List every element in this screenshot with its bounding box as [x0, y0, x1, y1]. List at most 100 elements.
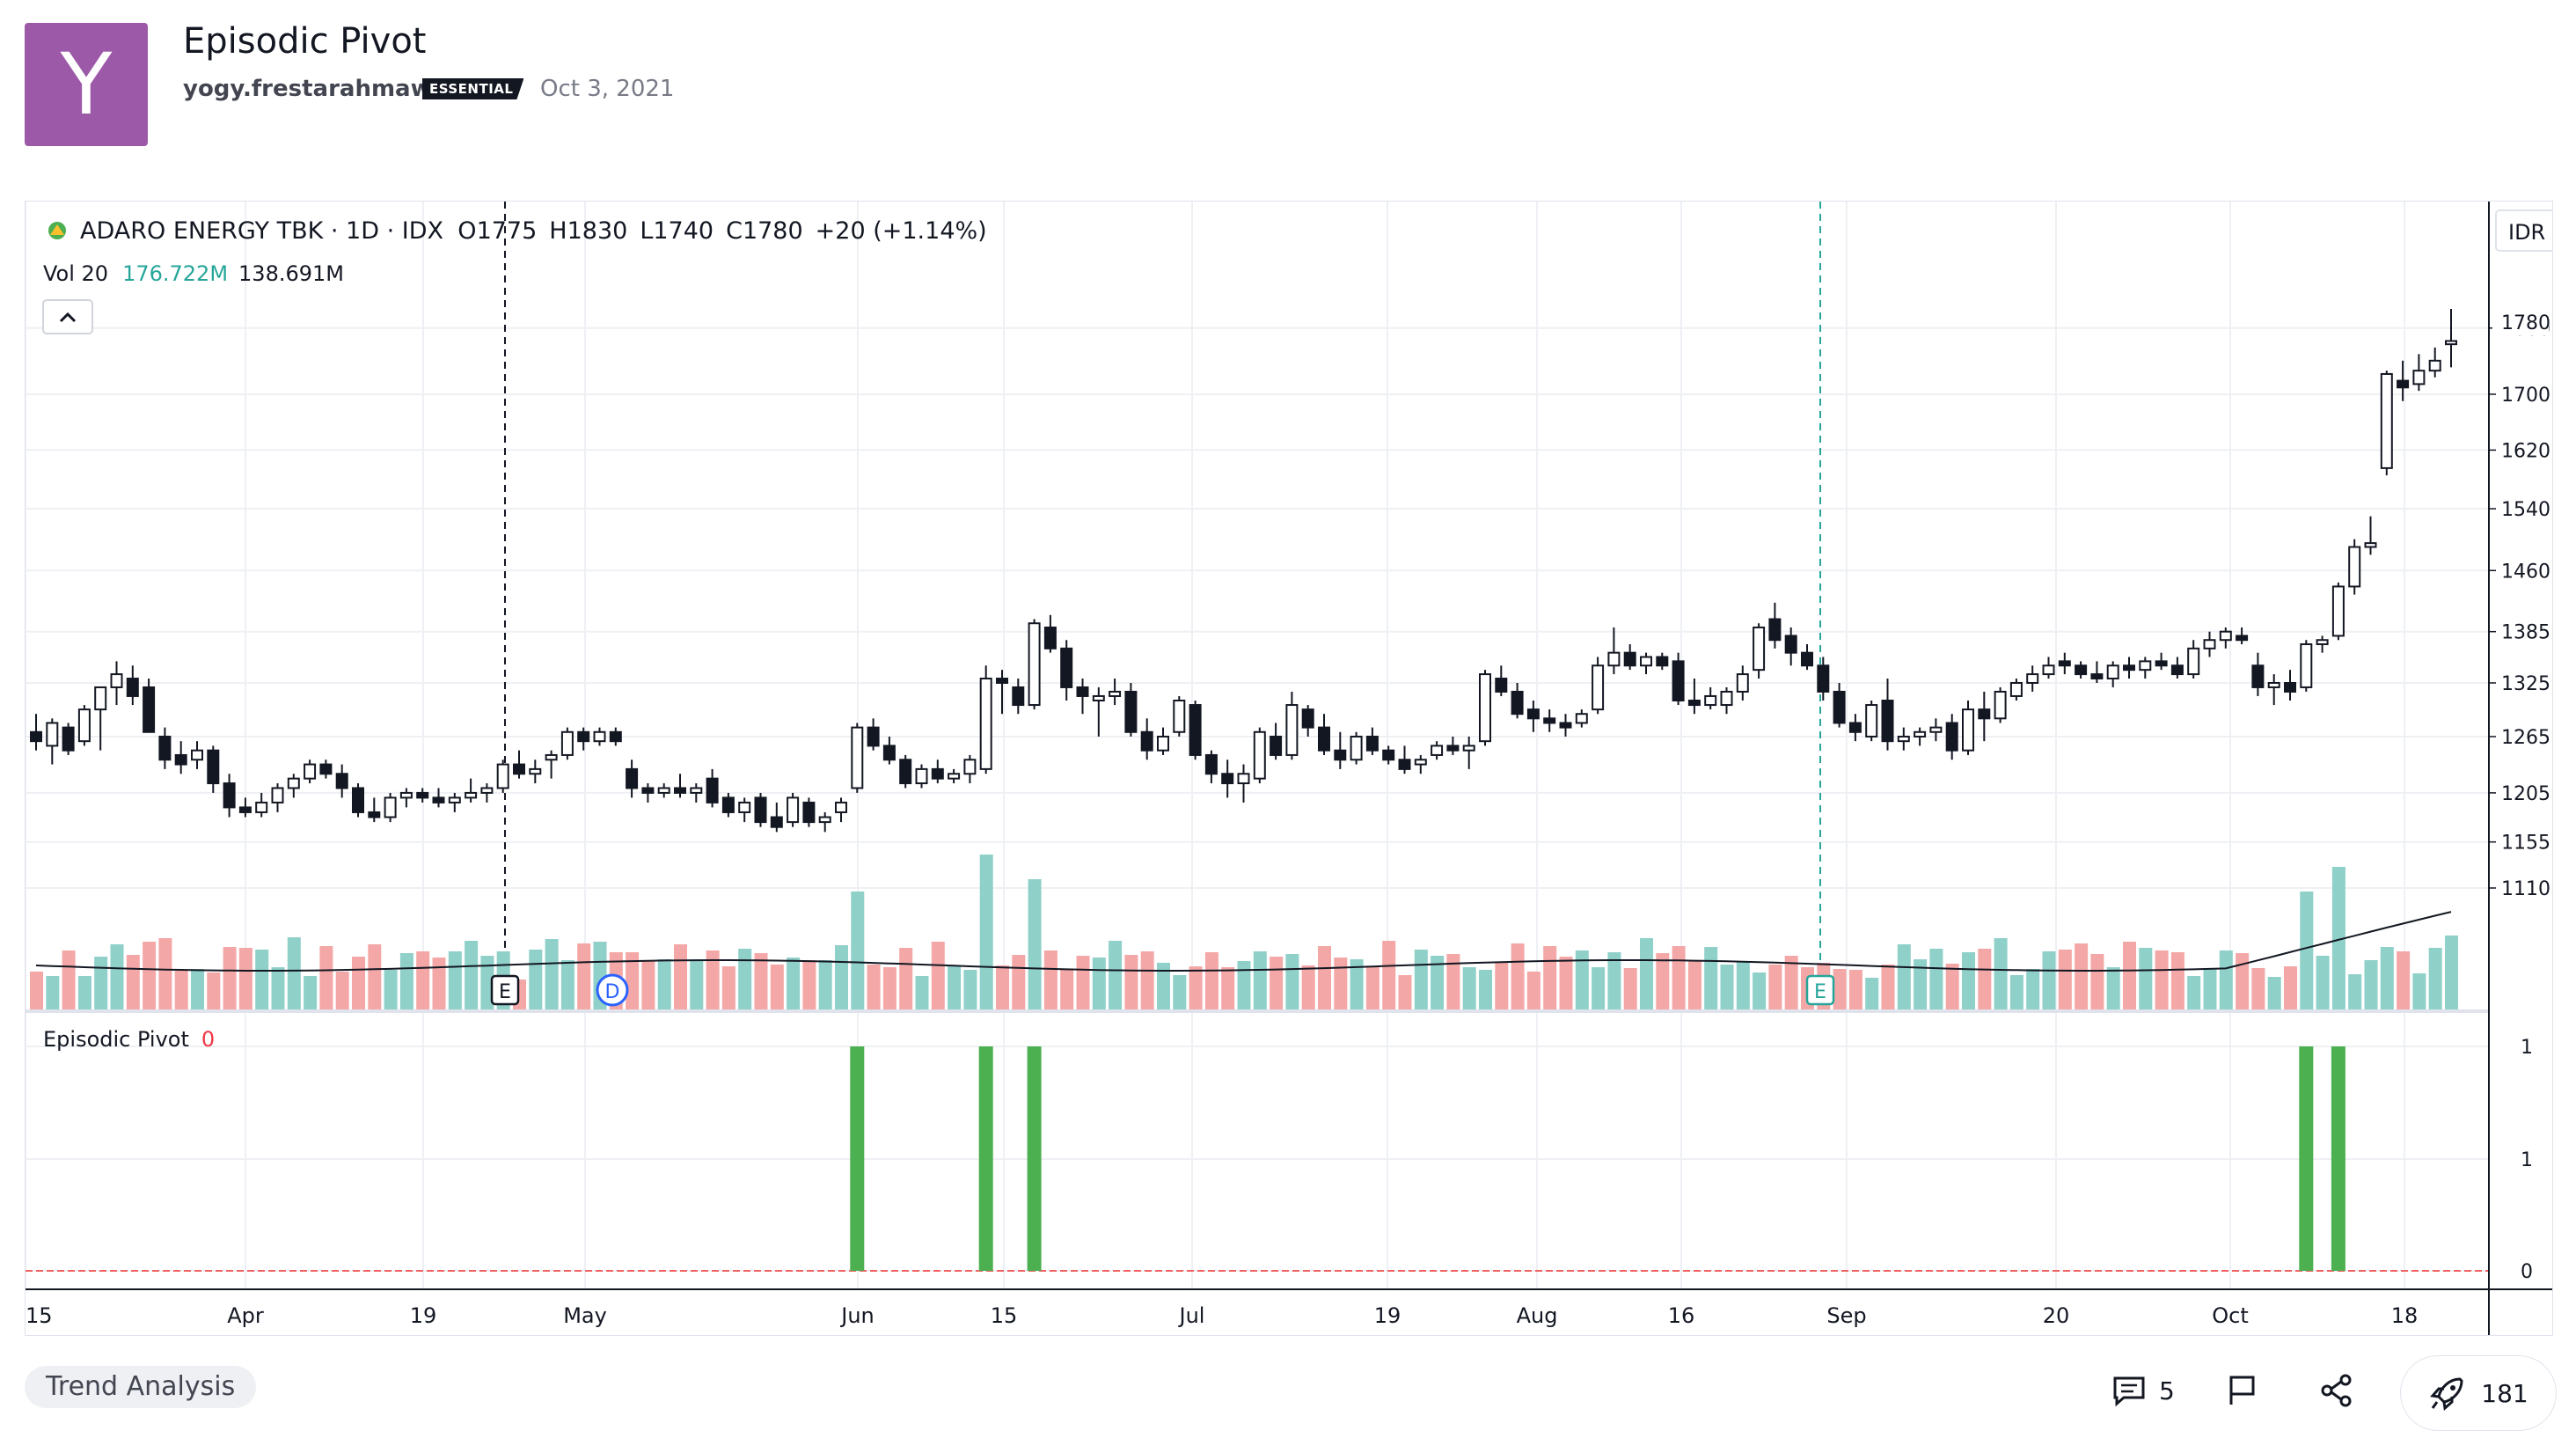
- volume-bar: [657, 959, 671, 1009]
- volume-bar: [867, 965, 881, 1009]
- candle: [1720, 686, 1733, 715]
- candle-body: [577, 730, 590, 743]
- volume-bar: [255, 950, 269, 1009]
- price-chart[interactable]: EDE 180017001620154014601385132512651205…: [25, 202, 2572, 1335]
- volume-value: 138.691M: [238, 261, 344, 286]
- chart-widget[interactable]: EDE 180017001620154014601385132512651205…: [25, 201, 2572, 1336]
- tag-trend-analysis[interactable]: Trend Analysis: [25, 1366, 257, 1408]
- candle: [1253, 727, 1266, 784]
- comments-button[interactable]: 5: [2111, 1373, 2175, 1408]
- comment-icon: [2113, 1376, 2145, 1407]
- x-tick-10: Sep: [1826, 1303, 1866, 1328]
- candle: [1301, 705, 1314, 737]
- candle-body: [2364, 542, 2377, 548]
- earnings-marker-1[interactable]: E: [490, 974, 520, 1006]
- volume-bar: [1607, 952, 1621, 1009]
- candle: [62, 723, 75, 755]
- x-tick-9: 16: [1668, 1303, 1695, 1328]
- high-value: 1830: [567, 217, 628, 245]
- currency-label: IDR: [2508, 220, 2545, 245]
- volume-bar: [207, 972, 221, 1009]
- volume-bar: [721, 966, 735, 1009]
- candle: [867, 718, 880, 751]
- candle-body: [754, 796, 767, 824]
- volume-bar: [126, 955, 140, 1009]
- candle-body: [2187, 647, 2200, 676]
- candle-body: [818, 816, 831, 824]
- candle-body: [1623, 651, 1636, 667]
- volume-bar: [835, 945, 848, 1009]
- candle: [1060, 640, 1073, 701]
- candle: [2042, 657, 2055, 679]
- x-tick-4: Jun: [839, 1303, 875, 1328]
- volume-bar: [1559, 957, 1573, 1009]
- candle: [2445, 309, 2457, 368]
- pivot-signal-bar: [2331, 1046, 2345, 1271]
- volume-bar: [2412, 973, 2426, 1009]
- candle: [1398, 745, 1411, 774]
- candle: [2219, 627, 2232, 649]
- volume-bar: [1945, 964, 1959, 1009]
- volume-bar: [1526, 972, 1540, 1009]
- volume-bar: [1511, 943, 1525, 1009]
- plan-badge: ESSENTIAL: [422, 78, 524, 99]
- candle-body: [384, 796, 397, 818]
- volume-ma-line: [35, 911, 2452, 972]
- candle-body: [770, 816, 783, 828]
- symbol-name: ADARO ENERGY TBK · 1D · IDX: [80, 217, 443, 245]
- volume-bar: [2058, 950, 2072, 1009]
- report-button[interactable]: [2224, 1373, 2259, 1408]
- candle-body: [690, 787, 703, 794]
- x-tick-0: 15: [26, 1303, 53, 1328]
- boost-count: 181: [2481, 1378, 2528, 1408]
- candle-body: [1559, 722, 1572, 729]
- candle: [2009, 679, 2023, 701]
- candle-body: [2106, 664, 2119, 680]
- volume-bar: [1204, 952, 1218, 1009]
- candle-body: [319, 763, 333, 775]
- event-lines: [504, 202, 1821, 994]
- share-button[interactable]: [2319, 1373, 2354, 1408]
- volume-bar: [1623, 968, 1637, 1009]
- candle: [513, 750, 525, 779]
- candle: [1994, 686, 2007, 723]
- candle-body: [1446, 745, 1460, 752]
- candle-body: [835, 801, 847, 813]
- candle: [2075, 661, 2088, 679]
- volume-bar: [1221, 967, 1235, 1009]
- dividend-marker[interactable]: D: [596, 973, 629, 1007]
- volume-bar: [979, 855, 993, 1009]
- candle: [368, 797, 381, 823]
- candle-body: [1753, 626, 1766, 671]
- close-value: 1780: [743, 217, 803, 245]
- candle-body: [721, 796, 735, 813]
- candle-body: [110, 673, 123, 688]
- candle: [1365, 727, 1379, 755]
- candle-body: [1318, 726, 1330, 752]
- candle-body: [1962, 708, 1974, 752]
- volume-bar: [1173, 975, 1187, 1009]
- candle-body: [1929, 726, 1943, 733]
- y-tick-6: 1325: [2501, 673, 2550, 695]
- candle-body: [1543, 717, 1556, 724]
- collapse-legend-button[interactable]: [42, 299, 93, 334]
- volume-bar: [1462, 967, 1476, 1009]
- candle: [721, 792, 735, 818]
- candle: [1092, 686, 1105, 737]
- boost-button[interactable]: 181: [2400, 1355, 2557, 1431]
- earnings-marker-2[interactable]: E: [1805, 974, 1835, 1006]
- candle: [996, 670, 1008, 715]
- author-avatar[interactable]: Y: [25, 23, 148, 146]
- low-value: 1740: [653, 217, 714, 245]
- candle: [1768, 602, 1782, 649]
- volume-bar: [448, 951, 462, 1009]
- volume-bar: [2026, 969, 2040, 1009]
- candle: [465, 778, 478, 803]
- volume-bar: [465, 941, 479, 1009]
- candle: [2397, 360, 2410, 401]
- volume-bar: [2397, 951, 2411, 1009]
- candle: [1704, 686, 1717, 710]
- author-name[interactable]: yogy.frestarahmawan: [183, 76, 464, 102]
- volume-bar: [1962, 952, 1975, 1009]
- candle: [2428, 347, 2441, 378]
